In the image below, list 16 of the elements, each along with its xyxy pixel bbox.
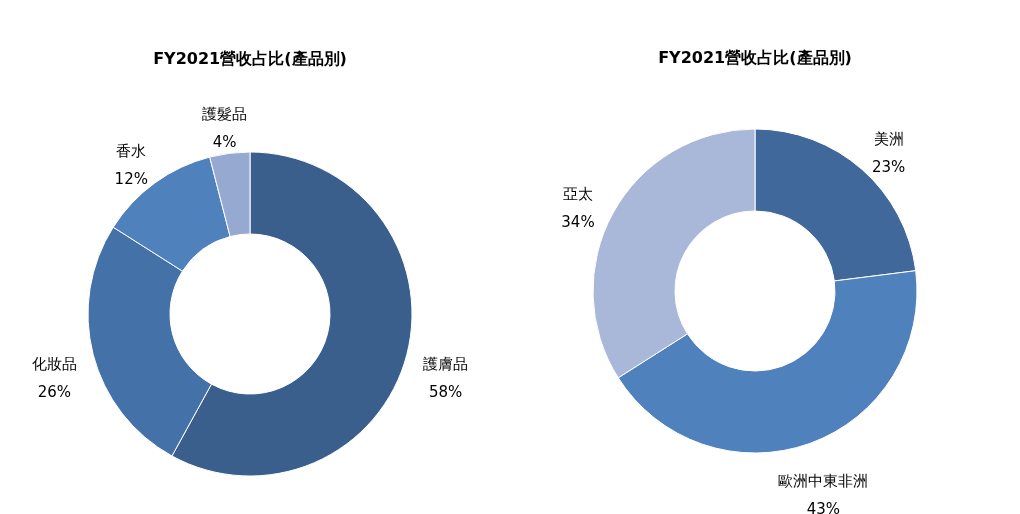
slice-label: 護髮品 [202,104,248,123]
data-label: 34% [561,212,595,231]
data-label: 26% [37,383,72,402]
chart-title: FY2021營收占比(產品別) [658,48,852,67]
data-label: 12% [114,169,148,188]
data-label: 23% [871,158,906,177]
slice-label: 香水 [116,141,147,160]
slice-label: 歐洲中東非洲 [778,472,869,491]
data-label: 4% [212,132,237,151]
data-label: 58% [428,383,463,402]
slice-label: 美洲 [873,130,904,149]
slice-label: 護膚品 [423,355,469,374]
data-label: 43% [806,500,841,514]
slice-label: 化妝品 [31,355,77,374]
slice-label: 亞太 [562,184,593,203]
chart-title: FY2021營收占比(產品別) [153,48,347,68]
